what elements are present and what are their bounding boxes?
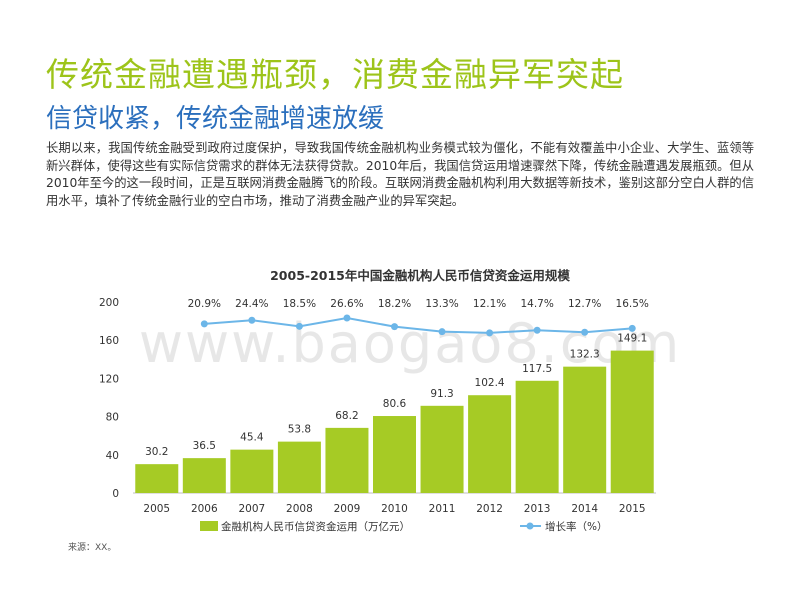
bar-value-label: 149.1 (617, 333, 647, 345)
growth-label: 18.2% (378, 298, 411, 310)
bar (230, 449, 274, 493)
y-tick-label: 40 (106, 450, 119, 462)
x-tick-label: 2009 (334, 503, 361, 515)
growth-point (200, 320, 208, 328)
growth-point (248, 316, 256, 324)
bar (135, 464, 179, 493)
growth-point (581, 328, 589, 336)
bar-value-label: 80.6 (383, 398, 407, 410)
bar (373, 416, 416, 493)
x-tick-label: 2008 (286, 503, 313, 515)
bar-value-label: 36.5 (193, 440, 216, 452)
growth-label: 24.4% (235, 298, 268, 310)
y-tick-label: 120 (99, 373, 119, 385)
watermark: www.baogao8.com (139, 312, 681, 375)
growth-label: 12.1% (473, 298, 506, 310)
growth-label: 16.5% (616, 298, 649, 310)
growth-point (533, 326, 541, 334)
bar-value-label: 117.5 (522, 363, 552, 375)
bar (468, 395, 512, 493)
bar-value-label: 132.3 (570, 349, 600, 361)
bar (610, 350, 654, 493)
bar-value-label: 53.8 (288, 424, 311, 436)
x-tick-label: 2005 (143, 503, 170, 515)
chart-title: 2005-2015年中国金融机构人民币信贷资金运用规模 (270, 268, 570, 283)
legend-bar-label: 金融机构人民币信贷资金运用（万亿元） (221, 520, 410, 533)
y-tick-label: 0 (112, 488, 119, 500)
growth-point (295, 322, 303, 330)
growth-point (391, 323, 398, 331)
growth-label: 20.9% (188, 298, 221, 310)
bar (420, 405, 464, 493)
bar-value-label: 30.2 (145, 446, 168, 458)
slide-subtitle: 信贷收紧，传统金融增速放缓 (46, 104, 385, 134)
bar-value-label: 45.4 (240, 432, 264, 444)
x-tick-label: 2013 (524, 503, 551, 515)
growth-line (204, 316, 633, 334)
growth-label: 13.3% (425, 298, 458, 310)
x-tick-label: 2012 (476, 503, 503, 515)
bar-value-label: 68.2 (335, 410, 358, 422)
source-note: 来源：XX。 (68, 543, 117, 553)
growth-label: 14.7% (520, 298, 553, 310)
growth-point (438, 328, 446, 336)
x-tick-label: 2011 (429, 503, 456, 515)
growth-point (486, 329, 494, 337)
legend-line-marker (526, 522, 534, 530)
bar-value-label: 102.4 (475, 377, 505, 389)
growth-point (628, 324, 636, 332)
bar-value-label: 91.3 (430, 388, 453, 400)
bar (182, 458, 226, 493)
y-tick-label: 80 (106, 412, 119, 424)
y-tick-label: 160 (99, 335, 119, 347)
x-tick-label: 2006 (191, 503, 218, 515)
x-tick-label: 2010 (381, 503, 408, 515)
bar (515, 380, 559, 493)
bar (325, 427, 369, 493)
legend-line-label: 增长率（%） (545, 520, 607, 533)
legend-bar-swatch (200, 521, 218, 531)
growth-point (343, 314, 351, 322)
body-paragraph: 长期以来，我国传统金融受到政府过度保护，导致我国传统金融机构业务模式较为僵化，不… (46, 141, 754, 208)
slide-title: 传统金融遭遇瓶颈，消费金融异军突起 (46, 55, 624, 94)
x-tick-label: 2007 (238, 503, 265, 515)
bar (277, 441, 321, 493)
growth-label: 26.6% (330, 298, 363, 310)
growth-label: 12.7% (568, 298, 601, 310)
x-tick-label: 2015 (619, 503, 646, 515)
x-tick-label: 2014 (571, 503, 598, 515)
bar (563, 366, 607, 493)
growth-label: 18.5% (283, 298, 316, 310)
y-tick-label: 200 (99, 297, 119, 309)
